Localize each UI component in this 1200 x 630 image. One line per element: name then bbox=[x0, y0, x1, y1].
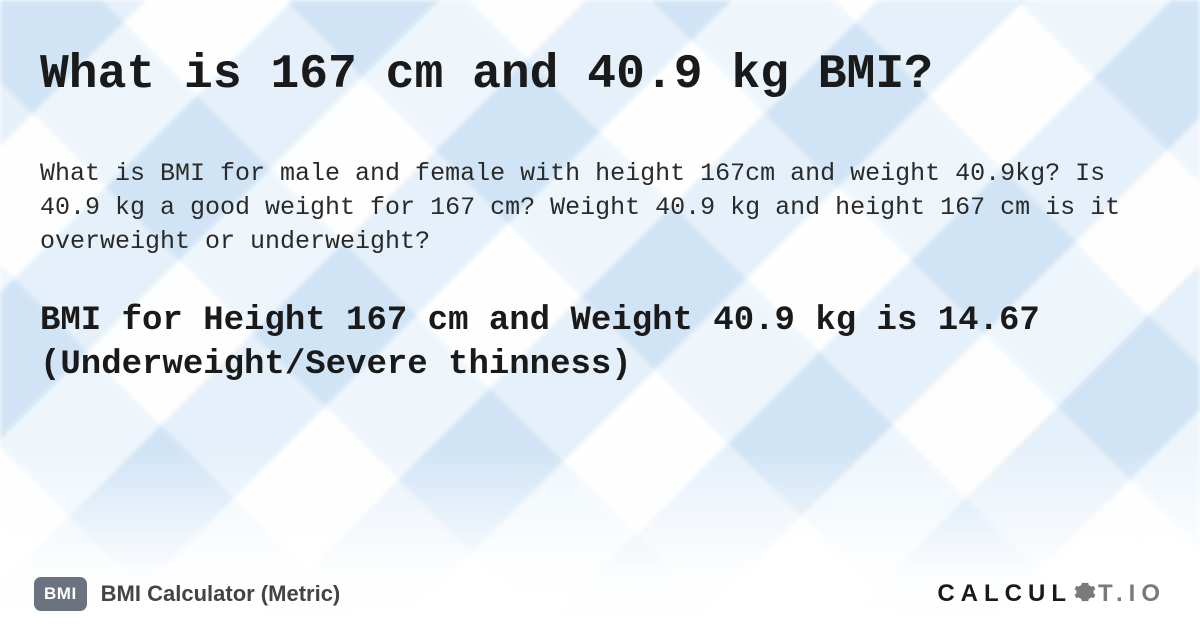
brand-text-left: CALCUL bbox=[937, 580, 1072, 608]
bmi-calculator-label: BMI Calculator (Metric) bbox=[101, 581, 341, 607]
description-text: What is BMI for male and female with hei… bbox=[40, 157, 1160, 258]
content-area: What is 167 cm and 40.9 kg BMI? What is … bbox=[0, 0, 1200, 387]
brand-logo-link[interactable]: CALCUL T.IO bbox=[937, 580, 1166, 609]
gear-icon bbox=[1074, 581, 1096, 610]
gear-icon-svg bbox=[1074, 581, 1096, 603]
bmi-badge: BMI bbox=[34, 577, 87, 611]
footer-bar: BMI BMI Calculator (Metric) CALCUL T.IO bbox=[0, 566, 1200, 630]
bmi-calculator-link[interactable]: BMI BMI Calculator (Metric) bbox=[34, 577, 340, 611]
brand-text-right: T.IO bbox=[1098, 580, 1166, 608]
page-title: What is 167 cm and 40.9 kg BMI? bbox=[40, 48, 1160, 103]
bmi-result-text: BMI for Height 167 cm and Weight 40.9 kg… bbox=[40, 300, 1160, 387]
